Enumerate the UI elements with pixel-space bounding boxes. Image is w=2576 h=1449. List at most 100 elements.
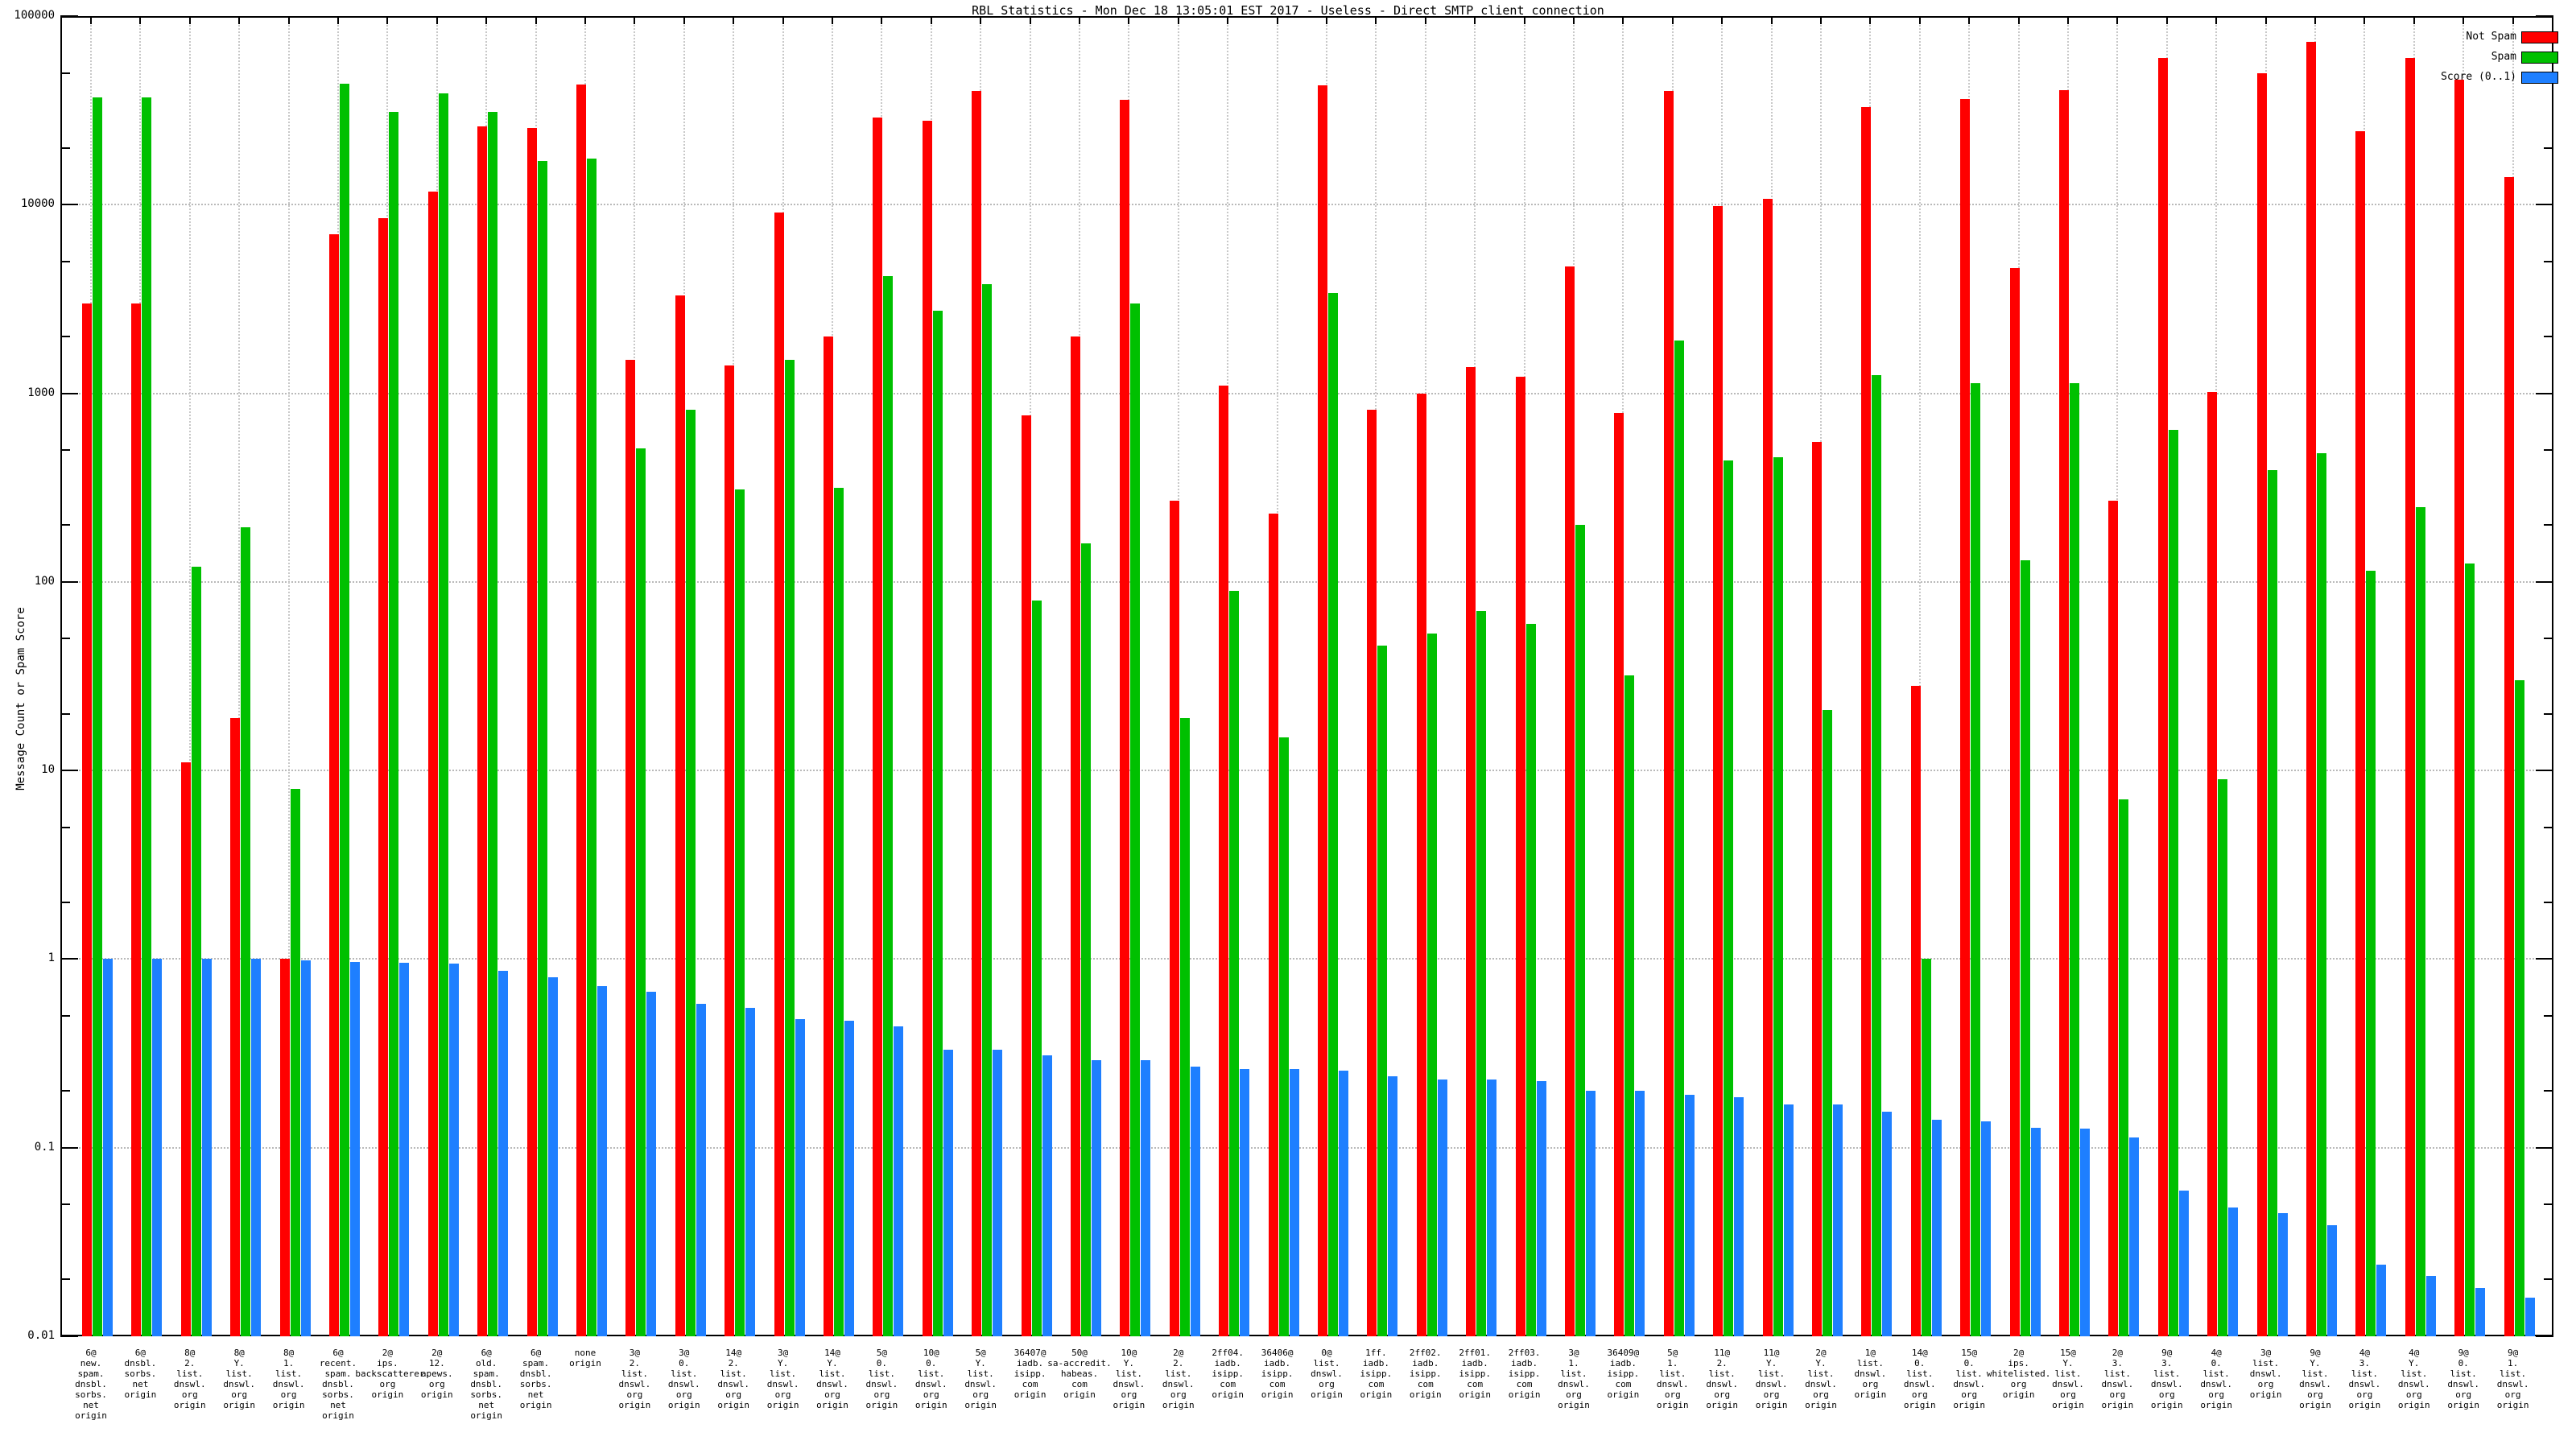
x-tick-top bbox=[386, 16, 389, 24]
x-tick-top bbox=[733, 16, 735, 24]
bar-score bbox=[1931, 1120, 1942, 1336]
y-minor-tick-right bbox=[2544, 638, 2553, 640]
x-gridline bbox=[287, 16, 290, 1336]
y-major-tick-left bbox=[60, 1335, 78, 1337]
bar-spam bbox=[2070, 383, 2079, 1336]
x-tick-label: 6@ recent. spam. dnsbl. sorbs. net origi… bbox=[319, 1348, 357, 1421]
bar-spam bbox=[1724, 460, 1734, 1336]
plot-border bbox=[60, 16, 2553, 1336]
bar-not-spam bbox=[1071, 336, 1080, 1336]
bar-score bbox=[399, 962, 410, 1336]
bar-score bbox=[943, 1050, 953, 1336]
y-minor-tick-left bbox=[60, 901, 70, 903]
y-major-tick-right bbox=[2536, 1146, 2553, 1149]
x-tick-top bbox=[782, 16, 784, 24]
bar-score bbox=[597, 985, 607, 1336]
legend-item-score: Score (0..1) bbox=[2317, 71, 2558, 84]
x-tick-label: 5@ Y. list. dnswl. org origin bbox=[964, 1348, 997, 1410]
bar-not-spam bbox=[2059, 89, 2069, 1336]
bar-spam bbox=[2020, 560, 2030, 1336]
bar-spam bbox=[1773, 456, 1783, 1336]
bar-score bbox=[1339, 1071, 1348, 1336]
y-gridline bbox=[60, 392, 2553, 394]
y-minor-tick-right bbox=[2544, 1203, 2553, 1206]
x-tick-top bbox=[1474, 16, 1476, 24]
x-tick-label: 6@ old. spam. dnsbl. sorbs. net origin bbox=[470, 1348, 503, 1421]
bar-not-spam bbox=[2454, 80, 2465, 1336]
bar-spam bbox=[1525, 623, 1536, 1336]
y-minor-tick-left bbox=[60, 1090, 70, 1092]
x-tick-top bbox=[2413, 16, 2415, 24]
y-minor-tick-left bbox=[60, 1014, 70, 1017]
bar-spam bbox=[1971, 383, 1981, 1336]
y-tick-label: 100 bbox=[34, 574, 55, 588]
x-tick-label: 3@ list. dnswl. org origin bbox=[2249, 1348, 2282, 1400]
bar-not-spam bbox=[1466, 366, 1476, 1336]
bar-score bbox=[2524, 1298, 2535, 1336]
bar-spam bbox=[290, 788, 300, 1336]
y-gridline bbox=[60, 204, 2553, 206]
y-minor-tick-right bbox=[2544, 147, 2553, 149]
bar-spam bbox=[735, 489, 745, 1336]
bar-spam bbox=[340, 83, 349, 1336]
bar-not-spam bbox=[922, 120, 932, 1336]
bar-spam bbox=[982, 283, 993, 1336]
bar-score bbox=[103, 959, 113, 1336]
y-minor-tick-left bbox=[60, 72, 70, 74]
x-tick-label: 15@ Y. list. dnswl. org origin bbox=[2052, 1348, 2084, 1410]
bar-not-spam bbox=[477, 126, 488, 1336]
bar-spam bbox=[1081, 543, 1091, 1336]
bar-score bbox=[745, 1008, 756, 1336]
bar-score bbox=[1586, 1091, 1596, 1336]
bar-score bbox=[1190, 1066, 1200, 1336]
bar-spam bbox=[389, 112, 399, 1336]
bar-spam bbox=[2119, 799, 2129, 1336]
legend-label-spam: Spam bbox=[2491, 51, 2516, 63]
y-minor-tick-right bbox=[2544, 901, 2553, 903]
bar-not-spam bbox=[873, 117, 883, 1336]
bar-not-spam bbox=[2504, 177, 2514, 1336]
bar-not-spam bbox=[2306, 42, 2316, 1336]
y-minor-tick-left bbox=[60, 638, 70, 640]
x-tick-label: 36407@ iadb. isipp. com origin bbox=[1013, 1348, 1046, 1400]
y-minor-tick-left bbox=[60, 336, 70, 338]
bar-score bbox=[300, 960, 311, 1336]
y-tick-label: 10000 bbox=[20, 197, 55, 211]
bar-score bbox=[1536, 1081, 1546, 1336]
bar-not-spam bbox=[824, 336, 833, 1336]
bar-score bbox=[1882, 1112, 1893, 1336]
bar-spam bbox=[142, 97, 152, 1336]
bar-spam bbox=[1476, 611, 1487, 1336]
bar-score bbox=[2327, 1224, 2337, 1336]
bar-not-spam bbox=[1367, 410, 1377, 1336]
x-tick-label: 11@ Y. list. dnswl. org origin bbox=[1755, 1348, 1788, 1410]
y-tick-label: 0.01 bbox=[27, 1329, 55, 1342]
x-tick-label: 2@ ips. whitelisted. org origin bbox=[1986, 1348, 2051, 1400]
y-major-tick-right bbox=[2536, 770, 2553, 772]
x-tick-label: 3@ 2. list. dnswl. org origin bbox=[618, 1348, 651, 1410]
x-tick-label: 6@ spam. dnsbl. sorbs. net origin bbox=[519, 1348, 552, 1410]
bar-score bbox=[1437, 1079, 1447, 1336]
bar-not-spam bbox=[526, 128, 537, 1336]
bar-spam bbox=[2366, 570, 2376, 1336]
y-major-tick-left bbox=[60, 392, 78, 394]
x-tick-label: 50@ sa-accredit. habeas. com origin bbox=[1047, 1348, 1112, 1400]
y-tick-label: 10 bbox=[41, 763, 55, 777]
bar-not-spam bbox=[2108, 500, 2119, 1336]
x-tick-top bbox=[2215, 16, 2218, 24]
x-tick-label: 10@ 0. list. dnswl. org origin bbox=[914, 1348, 947, 1410]
x-tick-top bbox=[1227, 16, 1229, 24]
bar-not-spam bbox=[1960, 98, 1971, 1336]
bar-not-spam bbox=[2355, 131, 2366, 1336]
y-minor-tick-left bbox=[60, 712, 70, 715]
y-gridline bbox=[60, 770, 2553, 772]
bar-not-spam bbox=[1120, 99, 1130, 1336]
legend-swatch-spam bbox=[2521, 52, 2558, 64]
x-tick-label: 6@ dnsbl. sorbs. net origin bbox=[124, 1348, 157, 1400]
bar-spam bbox=[1674, 341, 1684, 1336]
bar-spam bbox=[537, 161, 547, 1336]
bar-not-spam bbox=[2009, 268, 2020, 1336]
x-tick-top bbox=[535, 16, 537, 24]
bar-not-spam bbox=[1713, 206, 1724, 1336]
x-tick-top bbox=[832, 16, 833, 24]
